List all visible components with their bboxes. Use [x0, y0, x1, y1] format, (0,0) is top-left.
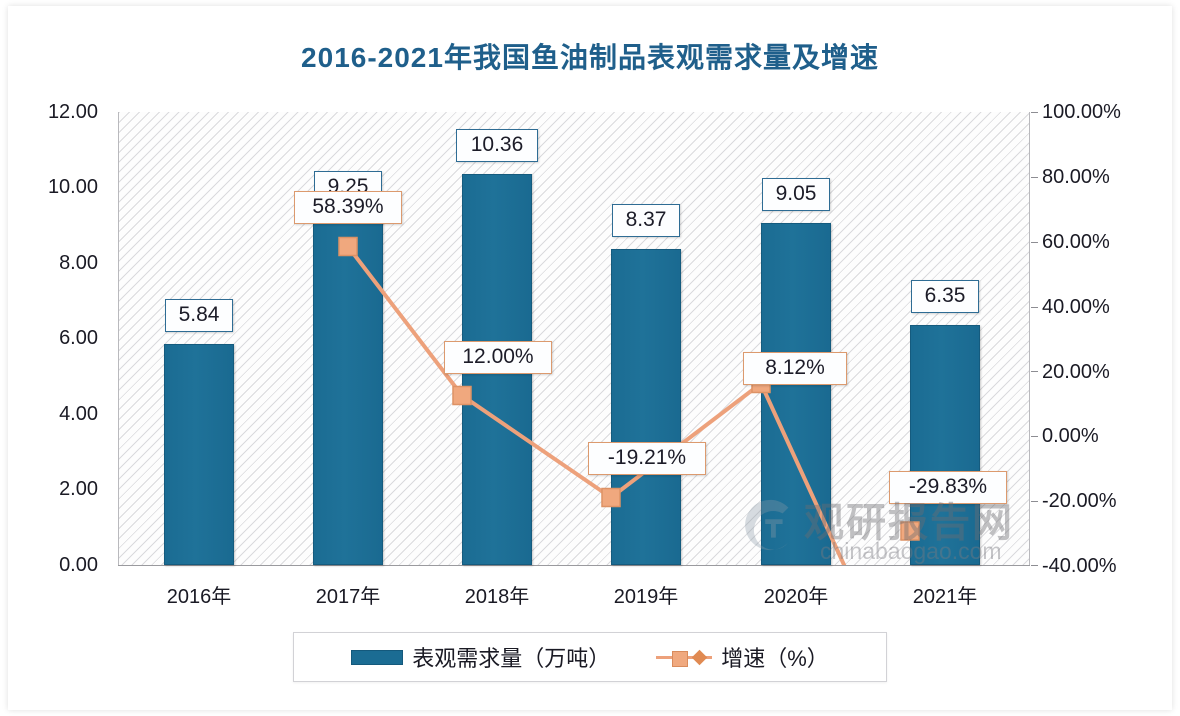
x-axis-label-2021: 2021年 — [912, 586, 978, 608]
bar-2020[interactable] — [761, 223, 831, 565]
legend-line-swatch-icon — [656, 648, 713, 667]
legend-bar-swatch-icon — [351, 649, 404, 665]
y-axis-right-tick: 60.00% — [1042, 231, 1110, 253]
growth-label-2017: 58.39% — [294, 191, 402, 224]
bar-label-2021: 6.35 — [911, 280, 979, 313]
x-axis-label-2019: 2019年 — [613, 586, 679, 608]
y-axis-right-tickmark — [1031, 112, 1038, 113]
bar-label-2018: 10.36 — [456, 129, 538, 162]
y-axis-right-tickmark — [1031, 565, 1038, 566]
y-axis-left-tick: 6.00 — [59, 327, 98, 349]
x-axis-baseline — [118, 565, 1030, 566]
y-axis-right-tickmark — [1031, 436, 1038, 437]
growth-label-2020: 8.12% — [743, 352, 847, 385]
y-axis-right-tick: 0.00% — [1042, 425, 1099, 447]
chart-legend: 表观需求量（万吨） 增速（%） — [293, 632, 887, 682]
legend-label-growth: 增速（%） — [721, 646, 829, 671]
bar-2016[interactable] — [164, 344, 234, 565]
legend-item-growth[interactable]: 增速（%） — [656, 641, 829, 673]
y-axis-right-tickmark — [1031, 307, 1038, 308]
x-axis-label-2020: 2020年 — [763, 586, 829, 608]
growth-label-2019: -19.21% — [588, 442, 706, 475]
x-axis-label-2017: 2017年 — [315, 586, 381, 608]
bar-label-2016: 5.84 — [165, 299, 233, 332]
legend-label-demand: 表观需求量（万吨） — [412, 646, 611, 671]
bar-2021[interactable] — [910, 325, 980, 565]
growth-label-2021: -29.83% — [889, 471, 1007, 504]
legend-item-demand[interactable]: 表观需求量（万吨） — [351, 641, 610, 673]
y-axis-right-tickmark — [1031, 371, 1038, 372]
bar-label-2019: 8.37 — [612, 204, 680, 237]
y-axis-left-tick: 12.00 — [47, 101, 98, 123]
y-axis-right-tickmark — [1031, 242, 1038, 243]
y-axis-right-tick: 80.00% — [1042, 166, 1110, 188]
y-axis-right-tick: -20.00% — [1042, 490, 1117, 512]
y-axis-left-tick: 4.00 — [59, 403, 98, 425]
growth-label-2018: 12.00% — [444, 341, 552, 374]
bar-2019[interactable] — [611, 249, 681, 565]
bar-label-2020: 9.05 — [762, 178, 830, 211]
y-axis-left-tick: 2.00 — [59, 478, 98, 500]
x-axis-label-2016: 2016年 — [166, 586, 232, 608]
y-axis-right-tickmark — [1031, 177, 1038, 178]
chart-title: 2016-2021年我国鱼油制品表观需求量及增速 — [301, 42, 879, 73]
y-axis-left-tick: 10.00 — [47, 176, 98, 198]
y-axis-right-tick: 20.00% — [1042, 361, 1110, 383]
y-axis-right-tickmark — [1031, 501, 1038, 502]
y-axis-left-tick: 0.00 — [59, 554, 98, 576]
y-axis-left-tick: 8.00 — [59, 252, 98, 274]
y-axis-right-tick: 100.00% — [1042, 101, 1121, 123]
bar-2017[interactable] — [313, 216, 383, 565]
x-axis-label-2018: 2018年 — [464, 586, 530, 608]
y-axis-right-tick: -40.00% — [1042, 555, 1117, 577]
y-axis-right-tick: 40.00% — [1042, 296, 1110, 318]
